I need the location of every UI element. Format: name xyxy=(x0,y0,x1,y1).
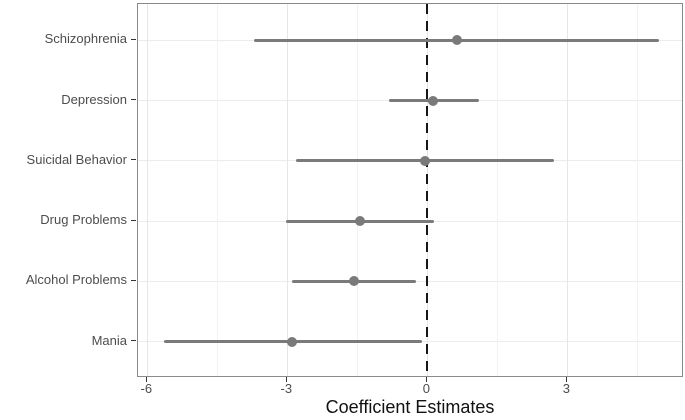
y-axis-label: Drug Problems xyxy=(40,212,127,228)
y-tick-mark xyxy=(131,279,136,281)
x-tick-mark xyxy=(145,377,147,382)
gridline-minor-vertical xyxy=(216,4,218,376)
gridline-major-vertical xyxy=(286,4,288,376)
y-tick-mark xyxy=(131,219,136,221)
gridline-major-vertical xyxy=(566,4,568,376)
y-axis-label: Alcohol Problems xyxy=(25,272,127,288)
y-axis-label: Depression xyxy=(61,91,127,107)
gridline-minor-vertical xyxy=(356,4,358,376)
point-estimate xyxy=(286,336,297,347)
x-tick-mark xyxy=(285,377,287,382)
point-estimate xyxy=(349,276,360,287)
point-estimate xyxy=(452,35,463,46)
zero-reference-line xyxy=(426,4,429,376)
point-estimate xyxy=(419,155,430,166)
y-tick-mark xyxy=(131,159,136,161)
y-tick-mark xyxy=(131,340,136,342)
gridline-minor-vertical xyxy=(496,4,498,376)
plot-panel xyxy=(137,3,683,377)
y-axis-label: Mania xyxy=(91,332,127,348)
point-estimate xyxy=(428,95,439,106)
y-tick-mark xyxy=(131,99,136,101)
x-axis-title: Coefficient Estimates xyxy=(325,397,495,417)
x-tick-label: -6 xyxy=(140,381,153,396)
x-tick-label: 3 xyxy=(562,381,570,396)
x-tick-mark xyxy=(425,377,427,382)
x-tick-label: 0 xyxy=(422,381,430,396)
gridline-minor-vertical xyxy=(636,4,638,376)
y-axis-label: Suicidal Behavior xyxy=(26,151,127,167)
y-tick-mark xyxy=(131,38,136,40)
point-estimate xyxy=(355,216,366,227)
x-tick-label: -3 xyxy=(280,381,293,396)
x-tick-mark xyxy=(565,377,567,382)
gridline-major-vertical xyxy=(146,4,148,376)
y-axis-label: Schizophrenia xyxy=(44,31,127,47)
